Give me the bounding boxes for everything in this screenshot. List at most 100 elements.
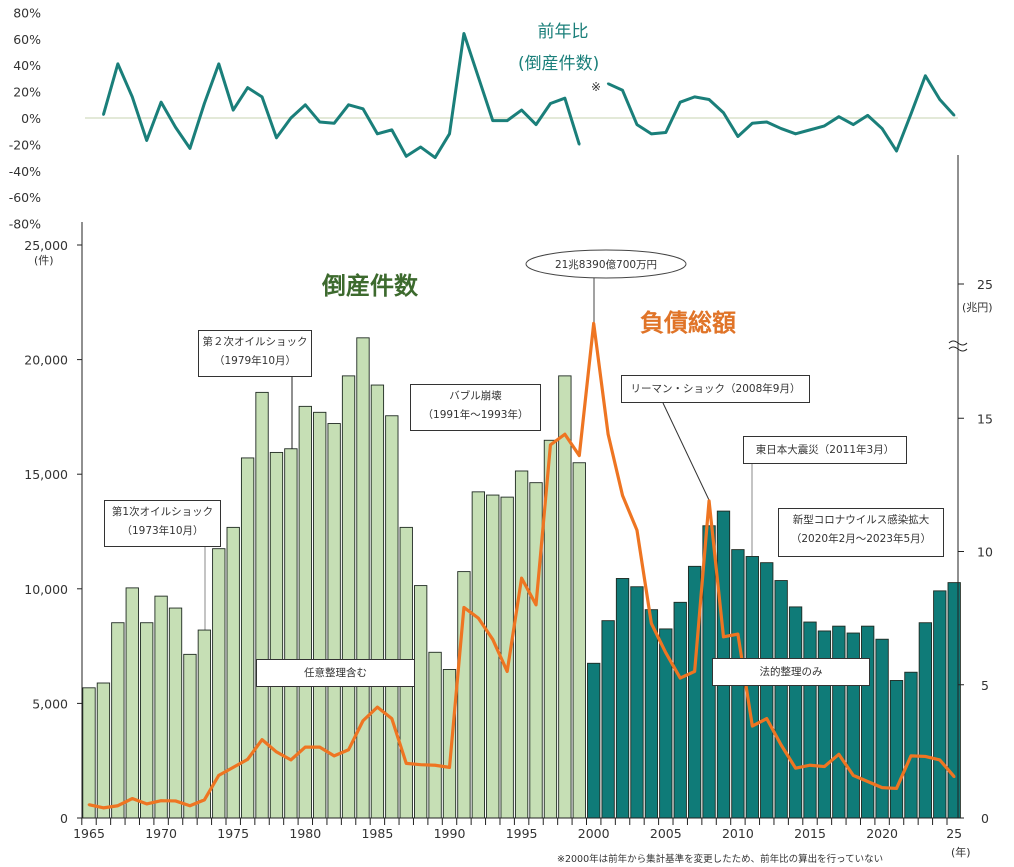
yoy-point-1995 (520, 108, 523, 112)
bar-1988 (414, 585, 428, 819)
bar-2019 (861, 625, 875, 819)
bar-1968 (125, 587, 139, 819)
yoy-point-2017 (837, 115, 841, 118)
debt-point-1991 (462, 606, 466, 609)
debt-point-1994 (505, 670, 509, 673)
bar-2013 (774, 580, 788, 819)
debt-point-2006 (678, 676, 682, 680)
x-tick-label: 2015 (794, 826, 826, 841)
yoy-point-1992 (477, 75, 480, 79)
yoy-point-1988 (419, 145, 422, 149)
yoy-y-tick-label: -40% (9, 164, 41, 179)
annotation-quake-text: 東日本大震災（2011年3月） (755, 444, 895, 456)
x-tick-label: 1965 (73, 826, 105, 841)
bar-1984 (356, 337, 370, 819)
debt-point-1971 (174, 799, 177, 803)
yoy-point-1966 (102, 113, 105, 116)
debt-point-2007 (693, 670, 696, 673)
debt-point-2024 (938, 758, 942, 762)
annotation-oil2-line1: 第２次オイルショック (202, 336, 308, 348)
yoy-point-2020 (880, 127, 884, 130)
yoy-point-1970 (159, 100, 163, 104)
debt-point-1976 (246, 758, 249, 761)
debt-point-1980 (304, 745, 307, 749)
yoy-point-1996 (534, 123, 538, 126)
yoy-point-2010 (736, 135, 740, 138)
debt-point-2019 (866, 780, 869, 783)
annotation-voluntary-text: 任意整理含む (304, 667, 367, 679)
yoy-point-1994 (505, 119, 509, 122)
bar-1996 (529, 482, 543, 819)
bar-1965 (82, 687, 96, 819)
debt-point-1982 (332, 754, 336, 758)
yoy-point-1979 (289, 116, 293, 120)
yoy-point-2023 (924, 74, 927, 77)
bar-1975 (226, 526, 240, 819)
bar-1986 (385, 415, 399, 819)
peak-label: 21兆8390億700万円 (555, 258, 657, 271)
yoy-point-1983 (347, 103, 350, 107)
yoy-point-1984 (361, 107, 365, 110)
debt-point-2016 (823, 765, 826, 768)
debt-point-2004 (650, 622, 653, 625)
right-tick-label: 10 (977, 545, 993, 560)
debt-point-1984 (361, 719, 365, 723)
bar-2011 (745, 556, 759, 819)
debt-point-2023 (924, 755, 927, 758)
yoy-title: 前年比 (倒産件数) (518, 16, 599, 80)
debt-point-1998 (563, 432, 567, 436)
debt-point-1969 (145, 802, 148, 806)
bar-1978 (269, 451, 284, 819)
yoy-point-1999 (578, 143, 581, 146)
yoy-y-tick-label: 0% (21, 111, 41, 126)
bar-2006 (673, 601, 687, 819)
yoy-point-2012 (765, 120, 768, 124)
bar-1966 (96, 682, 111, 819)
debt-point-2022 (909, 754, 913, 758)
debt-point-1966 (102, 806, 105, 810)
x-tick-label: 2010 (722, 826, 754, 841)
bar-1993 (486, 494, 500, 819)
bar-1990 (442, 669, 457, 819)
yoy-point-2016 (823, 124, 826, 128)
yoy-point-1998 (563, 97, 567, 100)
debt-point-1990 (448, 766, 451, 769)
bar-2014 (788, 606, 803, 819)
annotation-oil1: 第1次オイルショック （1973年10月） (104, 500, 221, 547)
debt-point-2017 (837, 753, 841, 756)
yoy-line-segment-1 (101, 32, 581, 160)
bar-1989 (428, 651, 442, 819)
debt-point-1992 (477, 616, 480, 620)
yoy-point-1967 (116, 62, 120, 66)
bar-2024 (933, 590, 947, 819)
annotation-oil1-line1: 第1次オイルショック (111, 506, 214, 518)
footnote: ※2000年は前年から集計基準を変更したため、前年比の算出を行っていない (557, 854, 884, 865)
debt-point-1999 (577, 454, 581, 457)
annotation-legal-text: 法的整理のみ (759, 666, 823, 678)
yoy-point-2001 (606, 82, 610, 85)
yoy-point-1976 (246, 86, 249, 89)
yoy-point-2006 (679, 100, 682, 104)
annotation-covid: 新型コロナウイルス感染拡大 （2020年2月～2023年5月） (778, 508, 944, 557)
bar-2017 (832, 625, 846, 819)
count-series-title: 倒産件数 (322, 272, 418, 300)
debt-point-1967 (116, 804, 120, 808)
yoy-point-2009 (722, 111, 725, 114)
debt-point-1977 (260, 738, 264, 741)
x-tick-label: 25 (946, 826, 962, 841)
debt-point-1983 (347, 748, 350, 752)
debt-point-1970 (159, 799, 163, 802)
bar-1992 (471, 491, 485, 819)
bar-1972 (183, 653, 197, 819)
right-axis-unit: (兆円) (962, 301, 993, 314)
yoy-point-1982 (332, 122, 336, 125)
annotation-bubble-line1: バブル崩壊 (449, 390, 502, 402)
yoy-point-2002 (621, 89, 624, 92)
annotation-lehman: リーマン・ショック（2008年9月） (621, 375, 810, 403)
debt-point-1975 (231, 766, 235, 769)
yoy-point-1989 (433, 156, 437, 159)
debt-point-2020 (880, 786, 884, 789)
yoy-point-1990 (448, 132, 451, 136)
yoy-point-1987 (405, 155, 408, 158)
yoy-title-line2: (倒産件数) (518, 54, 600, 74)
